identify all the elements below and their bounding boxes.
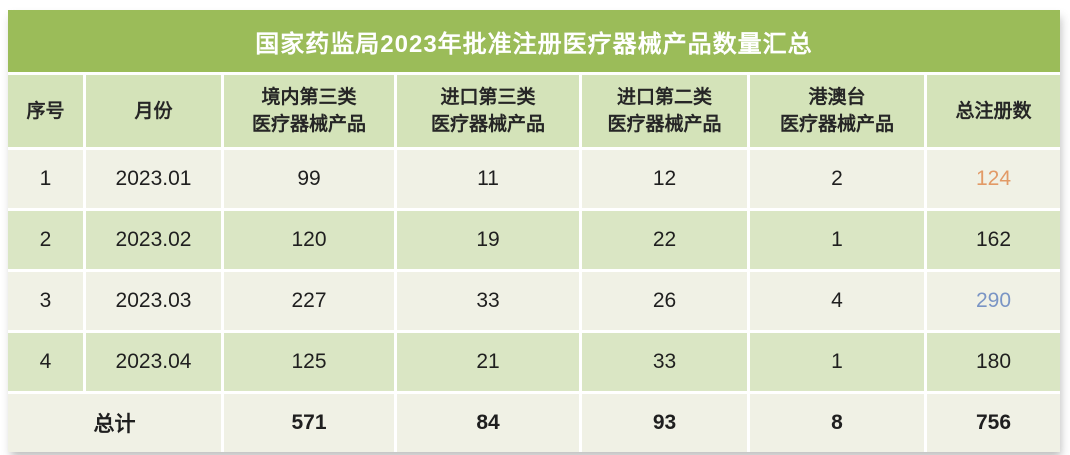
cell-import-class2: 22 xyxy=(582,211,747,269)
cell-index: 2 xyxy=(8,211,83,269)
header-label-index: 序号 xyxy=(26,100,65,122)
table-row-4: 4 2023.04 125 21 33 1 180 xyxy=(8,333,1060,391)
cell-import-class2: 12 xyxy=(582,150,747,208)
cell-index: 1 xyxy=(8,150,83,208)
cell-month: 2023.04 xyxy=(86,333,221,391)
cell-import-class3: 33 xyxy=(397,272,579,330)
cell-domestic-class3: 125 xyxy=(224,333,394,391)
cell-hmt: 4 xyxy=(750,272,924,330)
header-cell-import-class3: 进口第三类 医疗器械产品 xyxy=(397,75,579,147)
cell-hmt: 1 xyxy=(750,333,924,391)
header-label-month: 月份 xyxy=(134,100,173,122)
table-total-row: 总计 571 84 93 8 756 xyxy=(8,394,1060,452)
cell-total-registrations: 290 xyxy=(927,272,1060,330)
total-label: 总计 xyxy=(8,394,221,452)
cell-total-registrations: 180 xyxy=(927,333,1060,391)
table-title-bar: 国家药监局2023年批准注册医疗器械产品数量汇总 xyxy=(8,10,1060,72)
total-registrations: 756 xyxy=(927,394,1060,452)
table-title: 国家药监局2023年批准注册医疗器械产品数量汇总 xyxy=(255,30,813,58)
header-label-total: 总注册数 xyxy=(955,100,1032,122)
cell-import-class3: 11 xyxy=(397,150,579,208)
table-header-row: 序号 月份 境内第三类 医疗器械产品 进口第三类 医疗器械产品 进口第二类 医疗… xyxy=(8,75,1060,147)
header-label-hmt-line1: 港澳台 xyxy=(808,87,866,108)
header-cell-total: 总注册数 xyxy=(927,75,1060,147)
cell-hmt: 2 xyxy=(750,150,924,208)
table-row-1: 1 2023.01 99 11 12 2 124 xyxy=(8,150,1060,208)
header-label-domestic-class3-line2: 医疗器械产品 xyxy=(251,114,366,135)
header-label-import-class2-line1: 进口第二类 xyxy=(616,87,712,108)
cell-import-class3: 21 xyxy=(397,333,579,391)
cell-import-class2: 33 xyxy=(582,333,747,391)
cell-month: 2023.02 xyxy=(86,211,221,269)
header-label-import-class3-line1: 进口第三类 xyxy=(440,87,536,108)
total-import-class2: 93 xyxy=(582,394,747,452)
header-cell-import-class2: 进口第二类 医疗器械产品 xyxy=(582,75,747,147)
cell-hmt: 1 xyxy=(750,211,924,269)
header-label-domestic-class3-line1: 境内第三类 xyxy=(261,87,357,108)
header-cell-month: 月份 xyxy=(86,75,221,147)
summary-table: 国家药监局2023年批准注册医疗器械产品数量汇总 序号 月份 境内第三类 医疗器… xyxy=(8,10,1060,452)
cell-import-class2: 26 xyxy=(582,272,747,330)
cell-total-registrations: 162 xyxy=(927,211,1060,269)
total-hmt: 8 xyxy=(750,394,924,452)
total-import-class3: 84 xyxy=(397,394,579,452)
cell-month: 2023.01 xyxy=(86,150,221,208)
header-label-import-class2-line2: 医疗器械产品 xyxy=(607,114,722,135)
table-row-2: 2 2023.02 120 19 22 1 162 xyxy=(8,211,1060,269)
cell-domestic-class3: 227 xyxy=(224,272,394,330)
cell-domestic-class3: 99 xyxy=(224,150,394,208)
cell-index: 4 xyxy=(8,333,83,391)
header-cell-hmt: 港澳台 医疗器械产品 xyxy=(750,75,924,147)
cell-month: 2023.03 xyxy=(86,272,221,330)
cell-domestic-class3: 120 xyxy=(224,211,394,269)
total-domestic-class3: 571 xyxy=(224,394,394,452)
cell-index: 3 xyxy=(8,272,83,330)
header-cell-domestic-class3: 境内第三类 医疗器械产品 xyxy=(224,75,394,147)
header-cell-index: 序号 xyxy=(8,75,83,147)
cell-import-class3: 19 xyxy=(397,211,579,269)
header-label-import-class3-line2: 医疗器械产品 xyxy=(430,114,545,135)
cell-total-registrations: 124 xyxy=(927,150,1060,208)
table-row-3: 3 2023.03 227 33 26 4 290 xyxy=(8,272,1060,330)
header-label-hmt-line2: 医疗器械产品 xyxy=(779,114,894,135)
